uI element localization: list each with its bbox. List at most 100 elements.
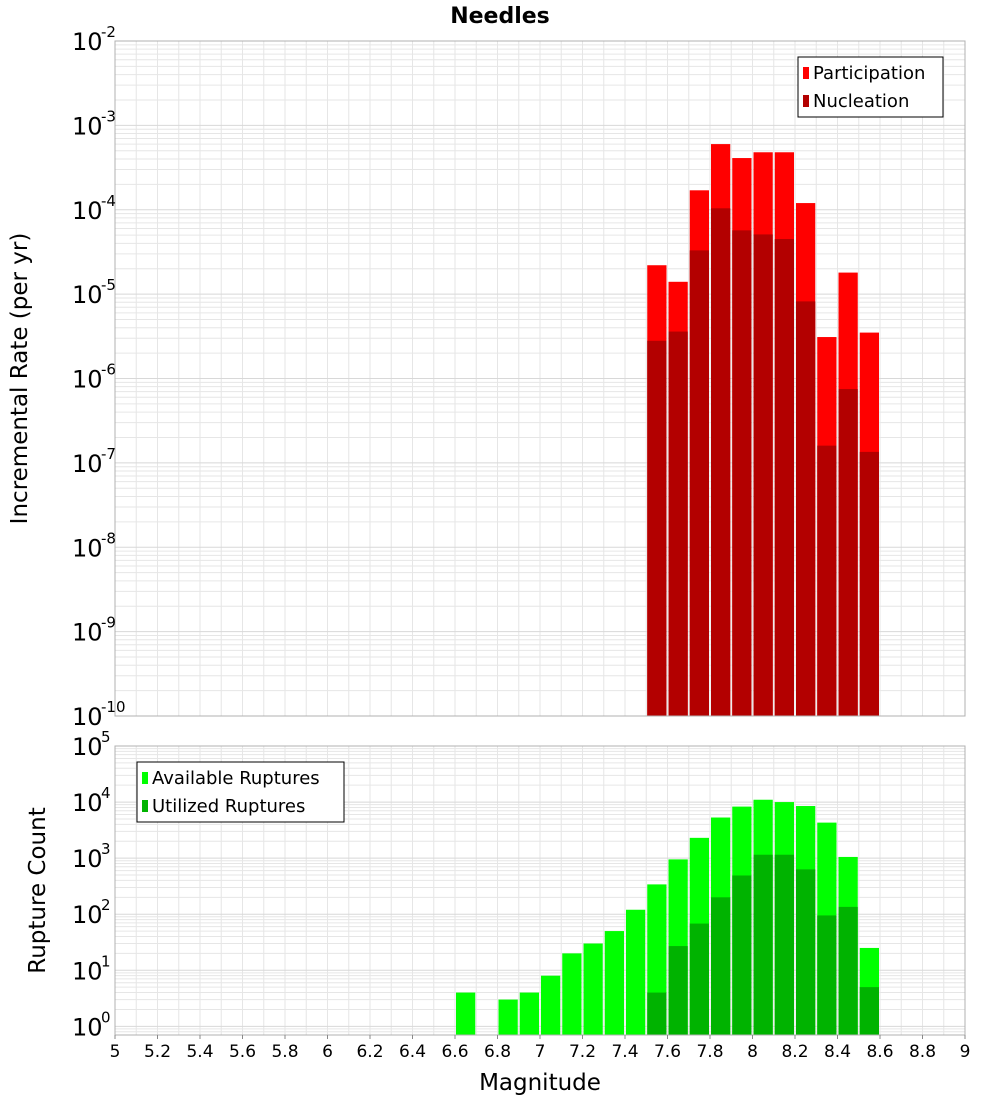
rate-bar-nucleation bbox=[796, 301, 816, 716]
rate-y-tick-exponent: -5 bbox=[101, 276, 116, 294]
count-bar-utilized-ruptures bbox=[711, 897, 731, 1035]
rate-y-axis-label: Incremental Rate (per yr) bbox=[7, 233, 33, 525]
count-y-tick-label: 10 bbox=[72, 901, 103, 929]
x-tick-label: 5.4 bbox=[186, 1042, 213, 1062]
count-bar-available-ruptures bbox=[541, 975, 561, 1035]
rate-bar-nucleation bbox=[732, 230, 752, 716]
rate-y-tick-exponent: -4 bbox=[101, 192, 116, 210]
x-tick-label: 7 bbox=[535, 1042, 546, 1062]
rate-bar-nucleation bbox=[817, 445, 837, 716]
x-tick-label: 7.6 bbox=[654, 1042, 681, 1062]
x-tick-label: 8.8 bbox=[909, 1042, 936, 1062]
rate-bar-nucleation bbox=[859, 451, 879, 716]
count-legend-label: Available Ruptures bbox=[152, 768, 320, 789]
count-y-tick-exponent: 1 bbox=[101, 952, 111, 970]
count-bar-available-ruptures bbox=[498, 999, 518, 1035]
grid bbox=[114, 41, 966, 1036]
rate-y-tick-exponent: -6 bbox=[101, 361, 116, 379]
x-tick-label: 8.4 bbox=[824, 1042, 851, 1062]
x-tick-label: 5 bbox=[110, 1042, 121, 1062]
rate-y-tick-exponent: -2 bbox=[101, 23, 116, 41]
count-bar-utilized-ruptures bbox=[859, 987, 879, 1035]
rate-y-tick-label: 10 bbox=[72, 366, 103, 394]
bars bbox=[456, 144, 879, 1035]
rate-legend-swatch bbox=[803, 95, 809, 107]
count-bar-utilized-ruptures bbox=[647, 992, 667, 1035]
count-bar-available-ruptures bbox=[604, 931, 624, 1035]
count-legend: Available Ruptures Utilized Ruptures bbox=[136, 761, 345, 823]
rate-y-tick-label: 10 bbox=[72, 281, 103, 309]
rate-y-tick-label: 10 bbox=[72, 534, 103, 562]
x-tick-label: 5.2 bbox=[144, 1042, 171, 1062]
count-bar-available-ruptures bbox=[456, 992, 476, 1035]
count-bar-utilized-ruptures bbox=[774, 854, 794, 1035]
rate-y-tick-label: 10 bbox=[72, 28, 103, 56]
rate-y-tick-label: 10 bbox=[72, 197, 103, 225]
rate-legend-box bbox=[797, 56, 944, 118]
x-tick-label: 8.2 bbox=[781, 1042, 808, 1062]
count-y-tick-label: 10 bbox=[72, 789, 103, 817]
x-tick-label: 7.2 bbox=[569, 1042, 596, 1062]
rate-legend: Participation Nucleation bbox=[797, 56, 944, 118]
count-legend-swatch bbox=[142, 772, 148, 784]
x-tick-label: 6.8 bbox=[484, 1042, 511, 1062]
count-y-tick-exponent: 5 bbox=[101, 728, 111, 746]
rate-legend-swatch bbox=[803, 67, 809, 79]
count-legend-box bbox=[136, 761, 345, 823]
rate-y-tick-label: 10 bbox=[72, 619, 103, 647]
x-tick-label: 5.8 bbox=[271, 1042, 298, 1062]
x-tick-label: 6 bbox=[322, 1042, 333, 1062]
count-bar-available-ruptures bbox=[626, 909, 646, 1035]
count-y-tick-label: 10 bbox=[72, 845, 103, 873]
count-bar-utilized-ruptures bbox=[732, 875, 752, 1035]
rate-y-tick-exponent: -7 bbox=[101, 445, 116, 463]
count-y-tick-exponent: 3 bbox=[101, 840, 111, 858]
count-bar-utilized-ruptures bbox=[817, 915, 837, 1035]
rate-bar-nucleation bbox=[753, 234, 773, 716]
count-legend-label: Utilized Ruptures bbox=[152, 796, 305, 817]
count-y-axis-label: Rupture Count bbox=[25, 807, 51, 973]
count-y-tick-exponent: 2 bbox=[101, 896, 111, 914]
count-bar-utilized-ruptures bbox=[796, 869, 816, 1035]
count-y-tick-exponent: 0 bbox=[101, 1008, 111, 1026]
count-y-tick-exponent: 4 bbox=[101, 784, 111, 802]
rate-y-tick-exponent: -9 bbox=[101, 614, 116, 632]
x-tick-label: 7.8 bbox=[696, 1042, 723, 1062]
x-tick-label: 9 bbox=[960, 1042, 971, 1062]
rate-bar-nucleation bbox=[774, 239, 794, 716]
rate-plot-frame bbox=[114, 40, 966, 717]
count-bar-available-ruptures bbox=[562, 953, 582, 1035]
rate-y-tick-exponent: -8 bbox=[101, 529, 116, 547]
rate-y-tick-exponent: -3 bbox=[101, 107, 116, 125]
rate-bar-nucleation bbox=[838, 389, 858, 716]
x-tick-label: 7.4 bbox=[611, 1042, 638, 1062]
rate-y-tick-label: 10 bbox=[72, 450, 103, 478]
count-bar-utilized-ruptures bbox=[838, 906, 858, 1035]
axis-text: 10-1010-910-810-710-610-510-410-310-2100… bbox=[7, 23, 970, 1096]
rate-bar-nucleation bbox=[668, 331, 688, 716]
count-bar-utilized-ruptures bbox=[689, 923, 709, 1035]
x-tick-label: 8 bbox=[747, 1042, 758, 1062]
count-y-tick-label: 10 bbox=[72, 733, 103, 761]
x-tick-label: 5.6 bbox=[229, 1042, 256, 1062]
rate-y-tick-exponent: -10 bbox=[101, 698, 126, 716]
count-bar-available-ruptures bbox=[583, 943, 603, 1035]
x-axis-label: Magnitude bbox=[479, 1070, 601, 1096]
rate-y-tick-label: 10 bbox=[72, 112, 103, 140]
rate-bar-nucleation bbox=[647, 340, 667, 716]
rate-bar-nucleation bbox=[689, 250, 709, 717]
count-bar-utilized-ruptures bbox=[668, 946, 688, 1035]
rate-legend-label: Participation bbox=[813, 63, 925, 84]
rate-legend-label: Nucleation bbox=[813, 91, 909, 112]
rate-y-tick-label: 10 bbox=[72, 703, 103, 731]
x-tick-label: 6.2 bbox=[356, 1042, 383, 1062]
rate-bar-nucleation bbox=[711, 208, 731, 716]
x-tick-label: 6.4 bbox=[399, 1042, 426, 1062]
x-tick-label: 6.6 bbox=[441, 1042, 468, 1062]
count-y-tick-label: 10 bbox=[72, 957, 103, 985]
count-bar-utilized-ruptures bbox=[753, 854, 773, 1035]
count-legend-swatch bbox=[142, 800, 148, 812]
count-bar-available-ruptures bbox=[519, 992, 539, 1035]
